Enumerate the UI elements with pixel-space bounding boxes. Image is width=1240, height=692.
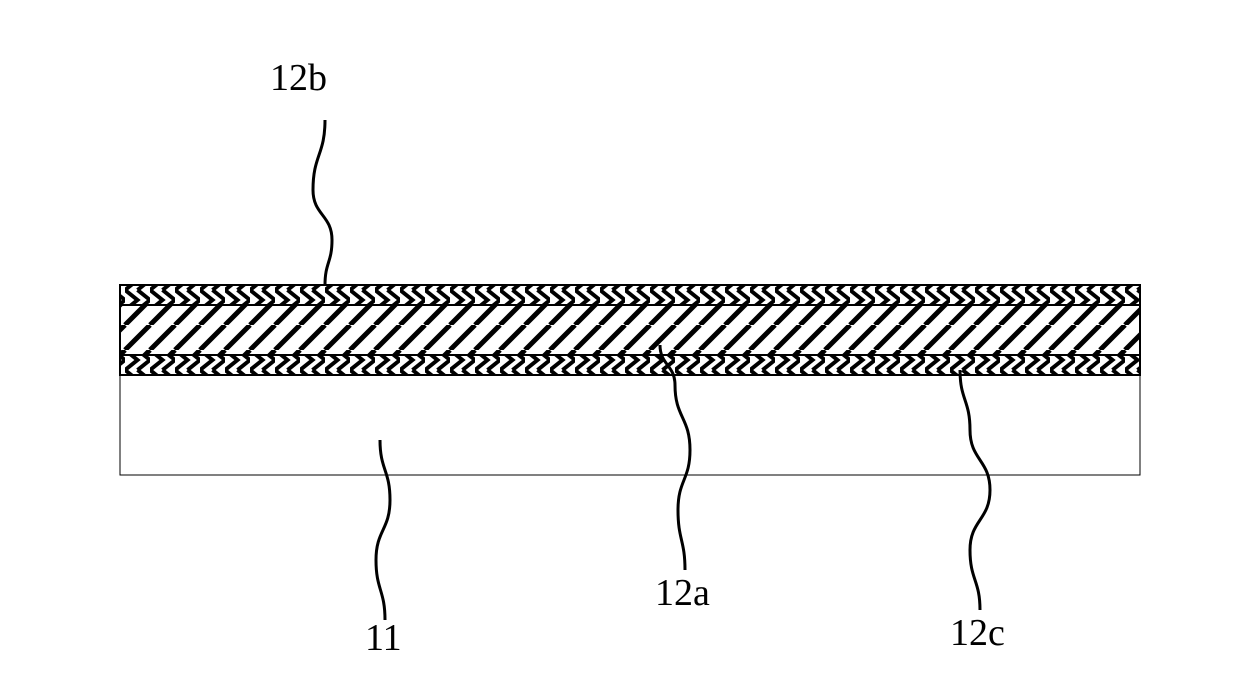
label-12b: 12b xyxy=(270,57,327,99)
layer-layer_c xyxy=(120,355,1140,375)
cross-section-diagram: 12b 11 12a 12c xyxy=(50,50,1190,650)
label-12a: 12a xyxy=(655,572,710,614)
label-12c: 12c xyxy=(950,612,1005,650)
layer-substrate xyxy=(120,375,1140,475)
layer-layer_b xyxy=(120,285,1140,305)
leader-12b xyxy=(313,120,332,285)
layer-layer_a xyxy=(120,305,1140,355)
label-11: 11 xyxy=(365,617,402,650)
diagram-svg: 12b 11 12a 12c xyxy=(50,50,1190,650)
